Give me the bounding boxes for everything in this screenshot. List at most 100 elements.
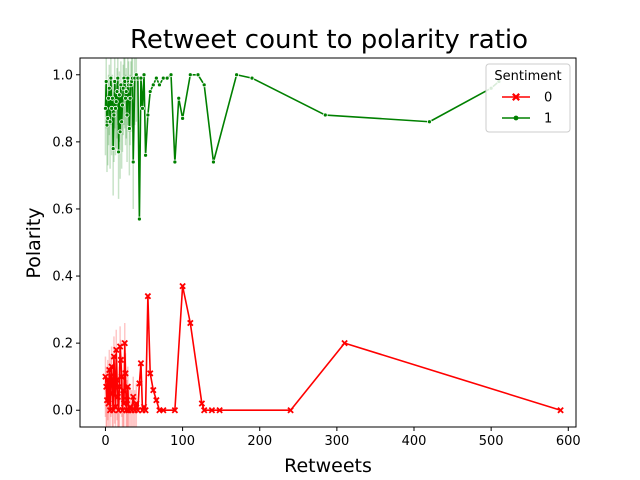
x-tick-label: 500 [479, 434, 504, 449]
data-point [141, 72, 147, 78]
data-point [109, 95, 115, 101]
data-point [249, 75, 255, 81]
data-point [116, 149, 121, 155]
data-point [116, 92, 122, 98]
data-point [114, 89, 120, 94]
data-point [124, 383, 132, 390]
data-point [105, 400, 112, 407]
data-point [115, 75, 121, 81]
data-point [133, 400, 140, 407]
data-point [179, 282, 186, 290]
data-point [110, 146, 116, 151]
legend: Sentiment 0 1 [485, 63, 571, 133]
data-point [187, 72, 193, 78]
data-point [160, 406, 167, 414]
x-tick-label: 600 [556, 434, 581, 449]
data-point [102, 383, 110, 390]
series-1 [103, 58, 502, 222]
x-axis-label: Retweets [284, 455, 372, 477]
data-point [124, 112, 130, 118]
y-tick-label: 0.2 [52, 337, 73, 352]
legend-item-0: 0 [502, 91, 552, 106]
data-point [180, 115, 185, 121]
data-point [123, 95, 128, 101]
data-point [136, 380, 143, 387]
data-point [140, 403, 148, 411]
series-line-1 [104, 73, 500, 220]
axes-frame [79, 57, 577, 428]
data-point [200, 406, 208, 414]
data-point [137, 360, 145, 367]
legend-label: 0 [544, 91, 552, 106]
data-point [123, 89, 129, 94]
x-tick-label: 200 [247, 434, 272, 449]
data-point [113, 99, 119, 105]
data-point [122, 370, 129, 377]
data-point [113, 105, 118, 111]
data-point [119, 119, 125, 125]
data-point [103, 105, 108, 111]
data-point [122, 79, 128, 84]
data-point [106, 85, 112, 91]
data-point [105, 115, 111, 121]
data-point [117, 129, 123, 135]
data-point [211, 159, 216, 165]
data-point [103, 396, 111, 404]
data-point [144, 292, 152, 300]
y-tick-label: 1.0 [52, 68, 73, 83]
data-point [140, 105, 145, 111]
legend-box [485, 63, 571, 133]
data-point [106, 95, 111, 101]
data-point [234, 72, 239, 78]
y-tick-label: 0.4 [52, 270, 73, 285]
data-point [108, 363, 115, 370]
data-point [107, 373, 115, 380]
data-point [121, 339, 128, 347]
data-point [126, 126, 132, 131]
data-point [143, 152, 148, 158]
data-point [201, 82, 207, 88]
data-point [150, 386, 157, 394]
chart-title: Retweet count to polarity ratio [130, 25, 528, 55]
data-point [125, 75, 131, 81]
legend-marker [512, 93, 520, 101]
data-point [427, 119, 432, 125]
data-point [119, 386, 127, 394]
data-point [107, 119, 113, 125]
series-line-0 [104, 285, 561, 412]
legend-marker [513, 115, 519, 121]
data-point [557, 406, 564, 414]
data-point [123, 396, 131, 404]
data-point [208, 406, 216, 414]
data-point [103, 79, 109, 84]
y-tick-label: 0.6 [52, 202, 73, 217]
data-point [195, 72, 201, 78]
data-point [157, 82, 162, 88]
x-tick-label: 0 [101, 434, 109, 449]
data-point [138, 75, 144, 81]
data-point [172, 159, 178, 165]
data-point [111, 112, 117, 118]
data-point [187, 319, 194, 327]
data-point [117, 356, 125, 364]
data-point [160, 75, 166, 81]
data-point [104, 122, 110, 128]
data-point [114, 393, 122, 401]
data-point [130, 159, 136, 165]
x-tick-label: 300 [324, 434, 349, 449]
data-point [147, 89, 153, 94]
data-point [136, 216, 142, 222]
data-point [171, 406, 179, 414]
y-axis: 0.0 0.2 0.4 0.6 0.8 1.0 [52, 68, 80, 419]
data-point [112, 79, 118, 84]
x-tick-label: 400 [402, 434, 427, 449]
data-point [150, 82, 156, 88]
data-point [127, 95, 133, 101]
data-point [118, 82, 124, 88]
data-point [109, 390, 116, 397]
legend-item-1: 1 [502, 112, 552, 127]
data-point [129, 393, 137, 401]
series-0 [102, 282, 564, 427]
data-point [110, 353, 118, 360]
